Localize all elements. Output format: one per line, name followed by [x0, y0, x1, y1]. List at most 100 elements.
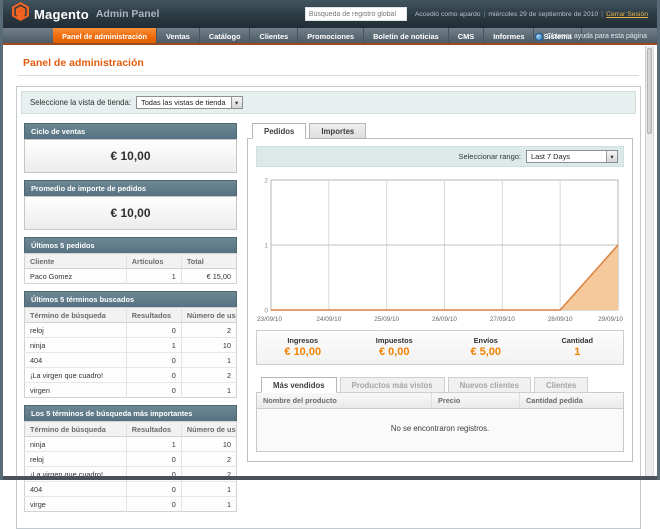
help-link-label: Obtener ayuda para esta página: [546, 33, 647, 40]
table-cell: 0: [125, 382, 182, 398]
lifetime-sales-value: € 10,00: [24, 139, 237, 173]
stat-cantidad: Cantidad 1: [532, 336, 624, 358]
window-bottom-edge: [3, 476, 657, 480]
page-title: Panel de administración: [23, 57, 144, 69]
column-header: Cantidad pedida: [519, 393, 623, 408]
nav-item[interactable]: Ventas: [157, 28, 200, 43]
table-cell: 0: [125, 322, 182, 338]
range-selected-value: Last 7 Days: [531, 152, 571, 161]
nav-item[interactable]: Sistema: [534, 28, 582, 43]
tab[interactable]: Pedidos: [252, 123, 307, 139]
nav-item[interactable]: Panel de administración: [53, 28, 158, 43]
nav-item[interactable]: Clientes: [250, 28, 299, 43]
table-row[interactable]: 404 0 1: [24, 352, 237, 368]
stat-value: € 0,00: [378, 346, 410, 358]
brand-name: Magento: [34, 6, 89, 22]
table-cell: Paco Gomez: [24, 268, 127, 284]
store-view-label: Seleccione la vista de tienda:: [30, 98, 131, 107]
column-header: Resultados: [125, 307, 182, 323]
panel-title: Los 5 términos de búsqueda más important…: [24, 405, 237, 421]
table-cell: reloj: [24, 322, 127, 338]
column-header: Cliente: [24, 253, 127, 269]
tab[interactable]: Más vendidos: [261, 377, 337, 393]
nav-item[interactable]: Boletín de noticias: [364, 28, 449, 43]
column-header: Término de búsqueda: [24, 307, 127, 323]
table-cell: 2: [180, 451, 237, 467]
tab: Clientes: [533, 377, 589, 393]
table-row[interactable]: reloj 0 2: [24, 451, 237, 467]
svg-text:1: 1: [264, 243, 268, 250]
logout-link[interactable]: Cerrar Sesión: [606, 10, 648, 18]
last-orders-table: Cliente Artículos Total Paco Gomez 1 € 15,00: [24, 253, 237, 284]
table-row[interactable]: 404 0 1: [24, 481, 237, 497]
column-header: Precio: [431, 393, 519, 408]
table-cell: ninja: [24, 337, 127, 353]
dashboard-columns: Ciclo de ventas € 10,00 Promedio de impo…: [21, 114, 636, 524]
sales-lifetime-panel: Ciclo de ventas € 10,00: [24, 123, 237, 173]
dropdown-arrow-icon: ▾: [606, 151, 617, 162]
table-cell: 1: [180, 496, 237, 512]
panel-table: Término de búsqueda Resultados Número de u…: [24, 421, 237, 512]
stat-label: Envíos: [473, 336, 498, 345]
table-cell: 0: [125, 352, 182, 368]
panel-table: Cliente Artículos Total Paco Gomez 1 € 15,00: [24, 253, 237, 284]
nav-item[interactable]: CMS: [449, 28, 485, 43]
store-view-select[interactable]: Todas las vistas de tienda ▾: [136, 96, 243, 109]
panel-title: Ciclo de ventas: [24, 123, 237, 139]
last-search-terms-table: Término de búsqueda Resultados Número de u…: [24, 307, 237, 398]
table-row[interactable]: virgen 0 1: [24, 382, 237, 398]
help-link[interactable]: Obtener ayuda para esta página: [534, 28, 647, 45]
top-search-terms-panel: Los 5 términos de búsqueda más important…: [24, 405, 237, 512]
help-globe-icon: [534, 32, 543, 41]
vertical-scrollbar[interactable]: [645, 46, 654, 476]
svg-text:24/09/10: 24/09/10: [316, 316, 341, 323]
table-row[interactable]: ¡La virgen que cuadro! 0 2: [24, 367, 237, 383]
global-search-input[interactable]: [304, 7, 407, 21]
stat-label: Impuestos: [375, 336, 413, 345]
store-view-selected-value: Todas las vistas de tienda: [141, 98, 226, 107]
table-cell: reloj: [24, 451, 127, 467]
stat-label: Ingresos: [287, 336, 319, 345]
date-text: miércoles 29 de septiembre de 2010: [488, 10, 599, 18]
separator: |: [483, 10, 486, 18]
tab: Productos más vistos: [339, 377, 445, 393]
dashboard-container: Seleccione la vista de tienda: Todas las…: [16, 86, 641, 529]
products-table-empty-message: No se encontraron registros.: [257, 409, 623, 451]
svg-text:29/09/10: 29/09/10: [598, 316, 623, 323]
nav-item[interactable]: Promociones: [298, 28, 365, 43]
average-order-value: € 10,00: [24, 196, 237, 230]
table-row[interactable]: reloj 0 2: [24, 322, 237, 338]
range-select[interactable]: Last 7 Days ▾: [526, 150, 618, 163]
products-table-header: Nombre del producto Precio Cantidad pedida: [257, 393, 623, 409]
column-header: Resultados: [125, 421, 182, 437]
column-header: Artículos: [125, 253, 182, 269]
magento-logo-icon: [12, 2, 29, 26]
table-cell: 404: [24, 352, 127, 368]
store-view-switcher: Seleccione la vista de tienda: Todas las…: [21, 91, 636, 114]
table-row[interactable]: ninja 1 10: [24, 337, 237, 353]
separator: |: [601, 10, 604, 18]
nav-item[interactable]: Catálogo: [200, 28, 251, 43]
svg-text:23/09/10: 23/09/10: [257, 316, 282, 323]
svg-text:0: 0: [264, 308, 268, 315]
table-row[interactable]: virge 0 1: [24, 496, 237, 512]
app-header: Magento Admin Panel Accedió como apardo|…: [3, 0, 657, 28]
stat-env-os: Envíos € 5,00: [440, 336, 532, 358]
table-cell: 2: [180, 322, 237, 338]
table-cell: 1: [125, 337, 182, 353]
scrollbar-thumb[interactable]: [647, 48, 652, 134]
column-header: Total: [180, 253, 237, 269]
table-row[interactable]: ninja 1 10: [24, 436, 237, 452]
magento-logo: Magento Admin Panel: [12, 2, 159, 26]
table-cell: 0: [125, 496, 182, 512]
table-cell: 1: [180, 382, 237, 398]
stat-value: € 5,00: [470, 346, 502, 358]
tab[interactable]: Importes: [309, 123, 367, 139]
table-cell: 0: [125, 451, 182, 467]
table-cell: virgen: [24, 382, 127, 398]
table-row[interactable]: Paco Gomez 1 € 15,00: [24, 268, 237, 284]
table-cell: ¡La virgen que cuadro!: [24, 367, 127, 383]
nav-item[interactable]: Informes: [484, 28, 535, 43]
table-cell: virge: [24, 496, 127, 512]
